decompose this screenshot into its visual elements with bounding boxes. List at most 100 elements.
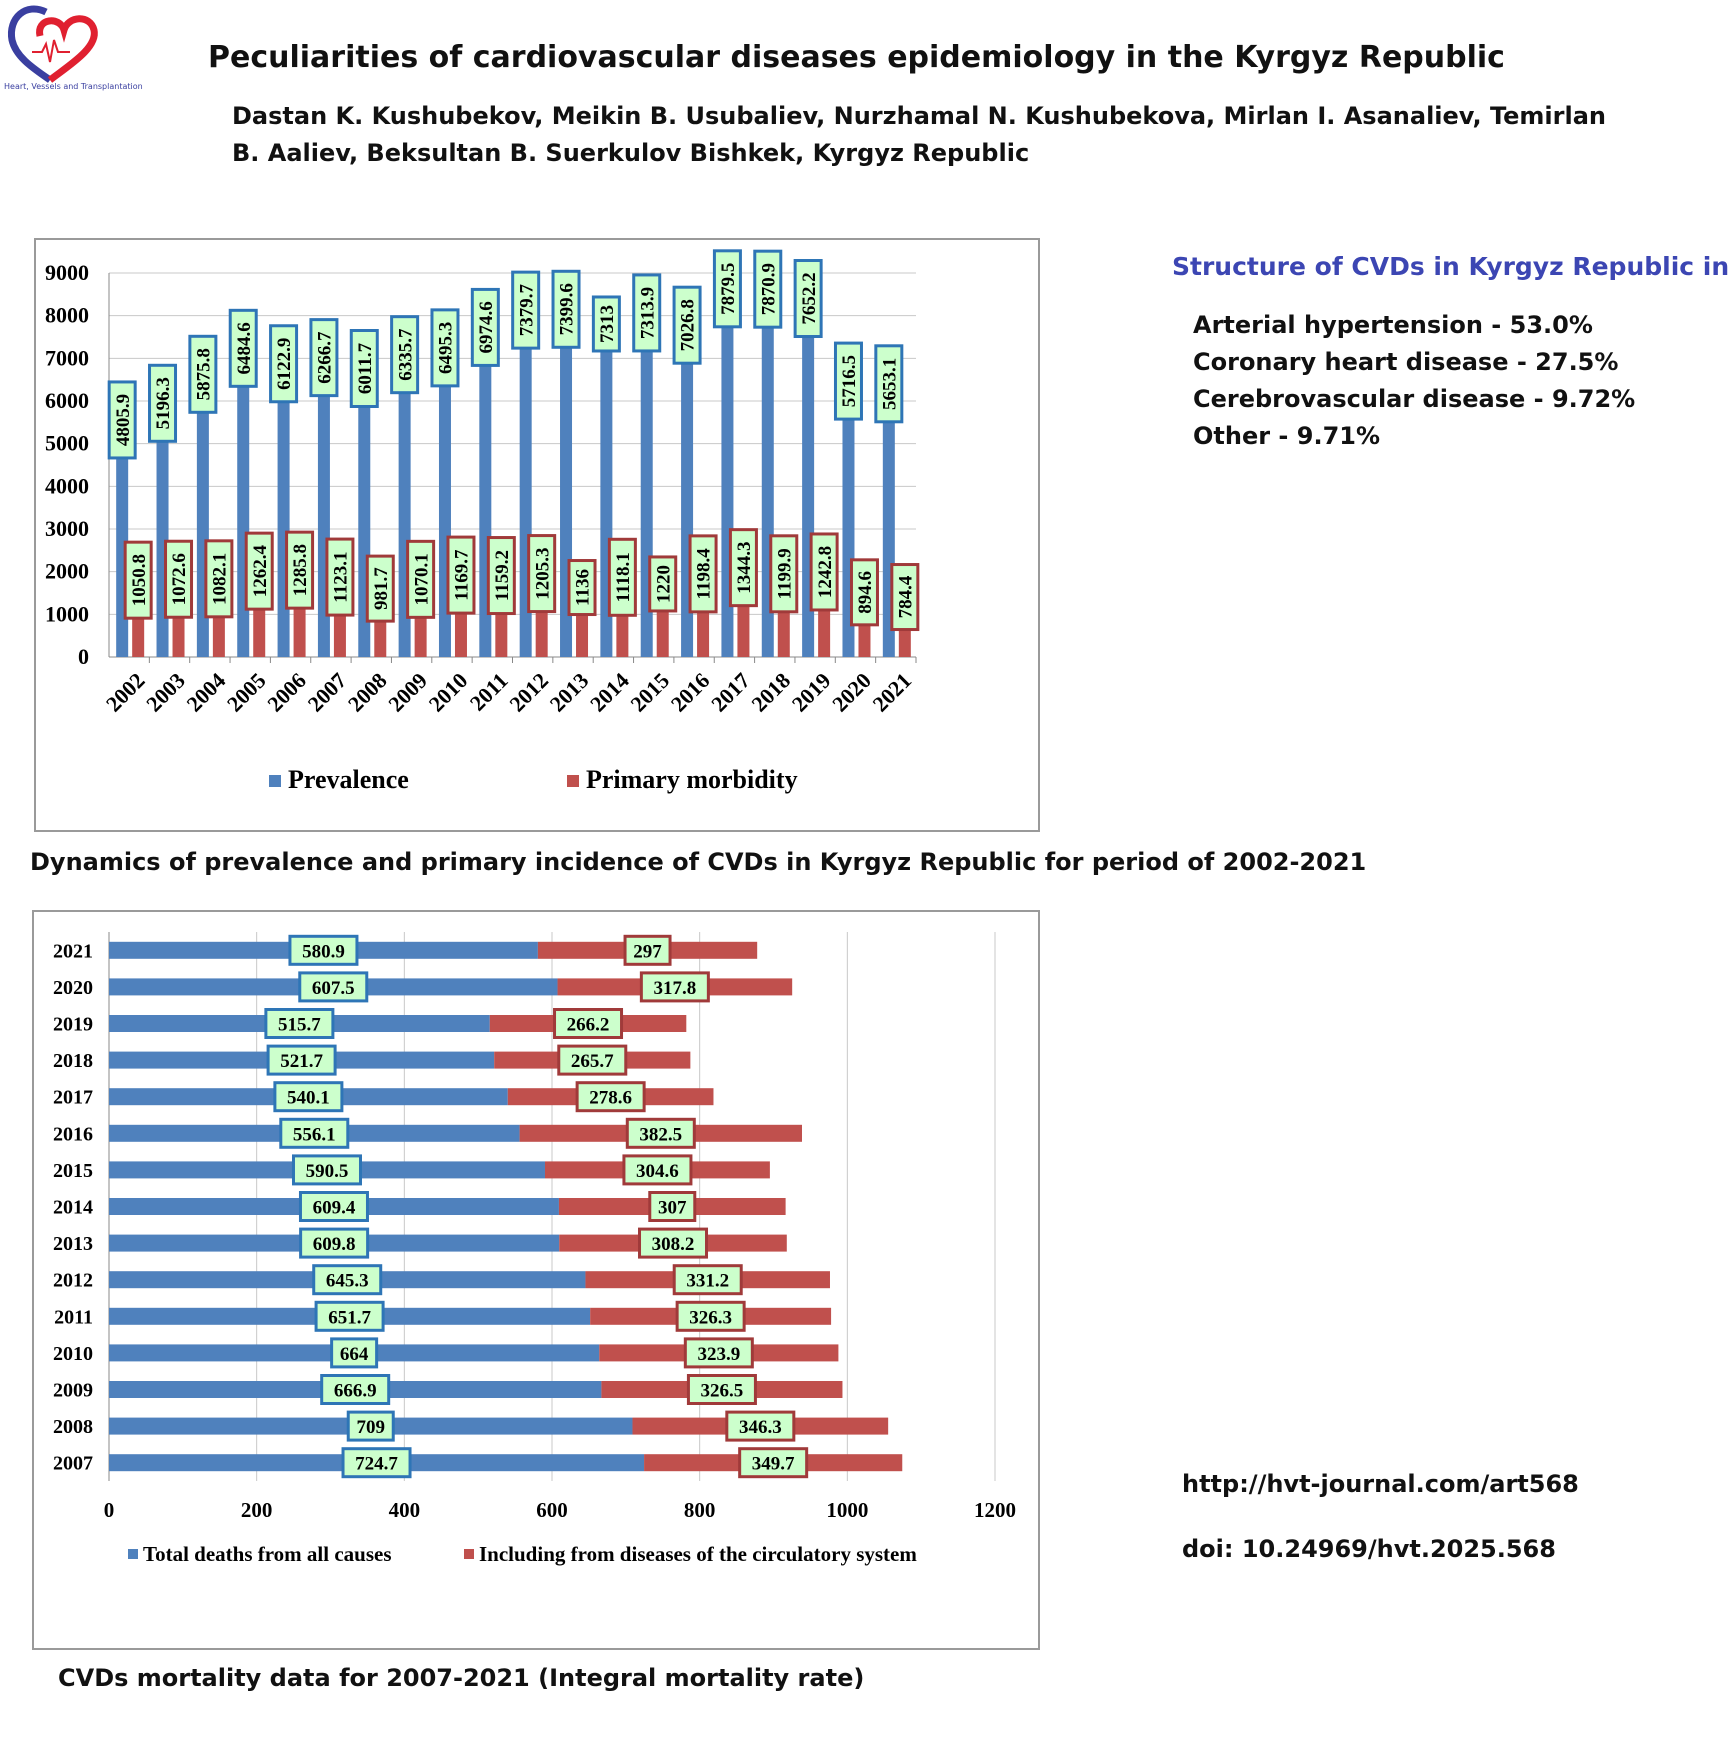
primary-morbidity-label-box bbox=[648, 555, 678, 613]
primary-morbidity-data-label: 1220 bbox=[653, 565, 674, 603]
prevalence-data-label: 7399.6 bbox=[557, 283, 578, 335]
primary-morbidity-label-box bbox=[769, 534, 799, 614]
prevalence-label-box bbox=[349, 329, 379, 409]
x-tick-label: 800 bbox=[684, 1498, 716, 1522]
y-tick-label: 8000 bbox=[45, 303, 89, 328]
legend-label-primary-morbidity: Primary morbidity bbox=[586, 765, 798, 794]
y-tick-label: 6000 bbox=[45, 388, 89, 413]
prevalence-data-label: 6011.7 bbox=[355, 342, 376, 394]
y-tick-label: 1000 bbox=[45, 601, 89, 626]
logo-ecg-line bbox=[32, 39, 70, 63]
prevalence-data-label: 6484.6 bbox=[234, 322, 255, 374]
article-doi[interactable]: doi: 10.24969/hvt.2025.568 bbox=[1182, 1535, 1556, 1563]
total-deaths-label-box bbox=[320, 1374, 391, 1405]
primary-morbidity-bar bbox=[898, 623, 911, 657]
prevalence-bar bbox=[196, 406, 209, 657]
primary-morbidity-label-box bbox=[728, 528, 758, 608]
x-tick-label: 2006 bbox=[262, 668, 311, 717]
legend-swatch-prevalence bbox=[269, 775, 281, 787]
circulatory-deaths-label-box bbox=[672, 1264, 743, 1296]
prevalence-data-label: 7313.9 bbox=[637, 287, 658, 339]
primary-morbidity-data-label: 1199.9 bbox=[774, 548, 795, 599]
primary-morbidity-bar bbox=[132, 612, 145, 657]
y-tick-label: 2016 bbox=[53, 1123, 93, 1145]
total-deaths-data-label: 724.7 bbox=[355, 1454, 398, 1475]
primary-morbidity-data-label: 1169.7 bbox=[452, 549, 473, 601]
total-deaths-data-label: 651.7 bbox=[328, 1307, 371, 1328]
primary-morbidity-label-box bbox=[486, 536, 516, 616]
primary-morbidity-bar bbox=[858, 618, 871, 657]
y-tick-label: 9000 bbox=[45, 260, 89, 285]
x-tick-label: 2012 bbox=[504, 668, 553, 717]
circulatory-deaths-data-label: 308.2 bbox=[652, 1234, 695, 1255]
circulatory-deaths-data-label: 297 bbox=[633, 941, 662, 962]
x-tick-label: 2015 bbox=[625, 668, 674, 717]
authors: Dastan K. Kushubekov, Meikin B. Usubalie… bbox=[232, 98, 1606, 172]
prevalence-data-label: 7313 bbox=[597, 305, 618, 343]
journal-logo bbox=[7, 5, 98, 83]
prevalence-morbidity-chart: 0 1000 2000 3000 4000 5000 6000 7000 8000 9000 200… bbox=[45, 249, 920, 794]
primary-morbidity-data-label: 1344.3 bbox=[734, 542, 755, 594]
y-tick-label: 2009 bbox=[53, 1380, 93, 1402]
primary-morbidity-bar bbox=[535, 605, 548, 657]
y-tick-label: 2008 bbox=[53, 1416, 93, 1438]
y-tick-label: 3000 bbox=[45, 516, 89, 541]
circulatory-deaths-label-box bbox=[648, 1191, 697, 1222]
logo-caption: Heart, Vessels and Transplantation bbox=[4, 82, 143, 91]
primary-morbidity-label-box bbox=[164, 539, 194, 619]
prevalence-label-box bbox=[833, 341, 863, 421]
x-tick-label: 2002 bbox=[101, 668, 150, 717]
prevalence-bar bbox=[277, 395, 290, 657]
primary-morbidity-bar bbox=[818, 603, 831, 657]
primary-morbidity-bar bbox=[576, 608, 589, 657]
prevalence-label-box bbox=[511, 270, 541, 350]
logo-red-heart bbox=[36, 15, 98, 83]
prevalence-data-label: 6495.3 bbox=[436, 322, 457, 374]
primary-morbidity-data-label: 981.7 bbox=[371, 567, 392, 610]
primary-morbidity-bar bbox=[212, 610, 225, 657]
prevalence-label-box bbox=[309, 318, 339, 398]
circulatory-deaths-label-box bbox=[622, 1154, 693, 1186]
primary-morbidity-label-box bbox=[809, 532, 839, 612]
x-tick-label: 2021 bbox=[867, 668, 916, 717]
x-tick-label: 2019 bbox=[787, 668, 836, 717]
x-tick-label: 2009 bbox=[383, 668, 432, 717]
circulatory-deaths-label-box bbox=[623, 934, 672, 966]
prevalence-label-box bbox=[188, 334, 218, 414]
circulatory-deaths-data-label: 278.6 bbox=[589, 1088, 632, 1109]
y-tick-label: 2017 bbox=[53, 1087, 93, 1109]
circulatory-deaths-label-box bbox=[625, 1117, 696, 1149]
authors-line-1: Dastan K. Kushubekov, Meikin B. Usubalie… bbox=[232, 102, 1606, 130]
x-tick-label: 1200 bbox=[974, 1498, 1016, 1522]
x-tick-label: 2005 bbox=[222, 668, 271, 717]
cvd-structure-item: Other - 9.71% bbox=[1193, 422, 1381, 450]
total-deaths-data-label: 607.5 bbox=[312, 978, 355, 999]
circulatory-deaths-label-box bbox=[557, 1044, 628, 1076]
prevalence-data-label: 5875.8 bbox=[194, 348, 215, 400]
x-tick-label: 2017 bbox=[706, 668, 755, 717]
prevalence-data-label: 5196.3 bbox=[153, 377, 174, 429]
legend-label-prevalence: Prevalence bbox=[288, 765, 409, 794]
total-deaths-data-label: 556.1 bbox=[293, 1124, 336, 1145]
total-deaths-data-label: 609.8 bbox=[313, 1234, 356, 1255]
primary-morbidity-data-label: 1072.6 bbox=[169, 553, 190, 605]
y-tick-label: 2021 bbox=[53, 940, 93, 962]
primary-morbidity-label-box bbox=[890, 563, 920, 632]
primary-morbidity-bar bbox=[495, 607, 508, 657]
prevalence-label-box bbox=[107, 380, 137, 460]
prevalence-label-box bbox=[591, 295, 621, 353]
primary-morbidity-label-box bbox=[123, 540, 153, 620]
prevalence-data-label: 7379.7 bbox=[516, 284, 537, 337]
total-deaths-label-box bbox=[330, 1337, 379, 1369]
article-url[interactable]: http://hvt-journal.com/art568 bbox=[1182, 1470, 1579, 1498]
prevalence-label-box bbox=[430, 308, 460, 388]
legend-swatch-circulatory-deaths bbox=[464, 1549, 474, 1559]
primary-morbidity-bar bbox=[616, 609, 629, 657]
prevalence-data-label: 4805.9 bbox=[113, 394, 134, 446]
total-deaths-label-box bbox=[298, 971, 369, 1003]
prevalence-label-box bbox=[672, 285, 702, 365]
prevalence-label-box bbox=[228, 308, 258, 388]
cvd-structure-item: Coronary heart disease - 27.5% bbox=[1193, 348, 1619, 376]
y-tick-label: 2000 bbox=[45, 559, 89, 584]
total-deaths-data-label: 609.4 bbox=[313, 1198, 356, 1219]
